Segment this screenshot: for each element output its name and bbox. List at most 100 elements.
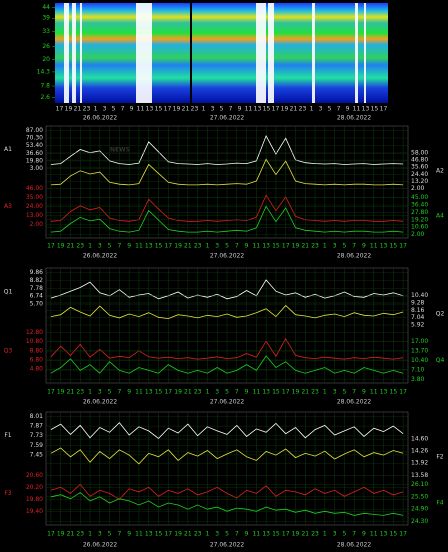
series-name: F3 — [4, 490, 11, 497]
spectrogram-y-label: 44 — [42, 4, 50, 11]
y-tick-label: 8.16 — [411, 307, 425, 314]
spectrogram-hour: 5 — [112, 106, 116, 113]
spectrogram-hour: 19 — [281, 106, 289, 113]
spectrogram-hour: 21 — [182, 106, 190, 113]
series-name: A3 — [4, 203, 12, 210]
hour-label: 17 — [282, 243, 290, 250]
hour-label: 1 — [206, 531, 210, 538]
y-tick-label: 8.80 — [30, 347, 44, 354]
hour-label: 7 — [117, 243, 121, 250]
spectrogram-gap — [190, 3, 192, 103]
hour-label: 21 — [184, 531, 192, 538]
hour-label: 23 — [311, 389, 319, 396]
spectrogram-hour: 11 — [353, 106, 361, 113]
y-tick-label: 20.20 — [26, 484, 43, 491]
spectrogram-hour: 17 — [272, 106, 280, 113]
y-tick-label: 8.82 — [30, 277, 44, 284]
hour-label: 9 — [127, 243, 131, 250]
hour-label: 19 — [292, 531, 300, 538]
hour-label: 9 — [127, 531, 131, 538]
series-name: A4 — [436, 213, 444, 220]
hour-label: 21 — [184, 243, 192, 250]
y-tick-label: 10.40 — [411, 292, 428, 299]
y-tick-label: 19.20 — [411, 216, 428, 223]
hour-label: 21 — [67, 531, 75, 538]
hour-label: 1 — [88, 389, 92, 396]
hour-label: 3 — [215, 531, 219, 538]
hour-label: 3 — [98, 531, 102, 538]
hour-label: 11 — [253, 389, 261, 396]
hour-label: 5 — [342, 389, 346, 396]
y-tick-label: 7.45 — [30, 451, 44, 458]
hour-label: 11 — [135, 243, 143, 250]
spectrogram-date: 26.06.2022 — [83, 115, 118, 122]
date-label: 26.06.2022 — [83, 253, 118, 260]
y-tick-label: 8.01 — [30, 413, 44, 420]
spectrogram-hour: 19 — [173, 106, 181, 113]
hour-label: 5 — [108, 531, 112, 538]
hour-label: 9 — [245, 243, 249, 250]
y-tick-label: 13.70 — [411, 348, 428, 355]
series-name: Q4 — [436, 357, 445, 364]
hour-label: 23 — [194, 531, 202, 538]
spectrogram-hour: 15 — [371, 106, 379, 113]
hour-label: 11 — [370, 531, 378, 538]
hour-label: 1 — [88, 531, 92, 538]
spectrogram — [55, 3, 388, 103]
y-tick-label: 46.00 — [26, 185, 43, 192]
y-tick-label: 87.00 — [26, 127, 43, 134]
spectrogram-hour: 9 — [346, 106, 350, 113]
hour-label: 5 — [108, 389, 112, 396]
y-tick-label: 70.30 — [26, 135, 43, 142]
hour-label: 17 — [282, 531, 290, 538]
hour-label: 15 — [272, 243, 280, 250]
hour-label: 17 — [282, 389, 290, 396]
series-line — [50, 447, 404, 465]
hour-label: 23 — [194, 243, 202, 250]
y-tick-label: 35.00 — [26, 194, 43, 201]
hour-label: 17 — [399, 243, 407, 250]
hour-label: 9 — [245, 531, 249, 538]
hour-label: 15 — [155, 389, 163, 396]
hour-label: 15 — [390, 531, 398, 538]
hour-label: 17 — [164, 243, 172, 250]
hour-label: 7 — [352, 531, 356, 538]
series-line — [50, 304, 404, 320]
y-tick-label: 26.10 — [411, 481, 428, 488]
y-tick-label: 7.59 — [30, 442, 44, 449]
spectrogram-hour: 7 — [121, 106, 125, 113]
series-name: F1 — [4, 432, 11, 439]
hour-label: 21 — [184, 389, 192, 396]
series-name: Q3 — [4, 347, 13, 354]
hour-label: 13 — [380, 531, 388, 538]
hour-label: 11 — [135, 389, 143, 396]
hour-label: 17 — [399, 389, 407, 396]
hour-label: 13 — [262, 531, 270, 538]
y-tick-label: 24.00 — [26, 203, 43, 210]
hour-label: 17 — [399, 531, 407, 538]
hour-label: 11 — [370, 243, 378, 250]
hour-label: 15 — [155, 531, 163, 538]
y-tick-label: 7.73 — [30, 432, 44, 439]
hour-label: 19 — [174, 531, 182, 538]
date-label: 28.06.2022 — [337, 542, 372, 549]
y-tick-label: 19.80 — [26, 157, 43, 164]
hour-label: 13 — [262, 389, 270, 396]
spectrogram-hour: 15 — [155, 106, 163, 113]
spectrogram-hour: 1 — [94, 106, 98, 113]
y-tick-label: 5.92 — [411, 322, 425, 329]
hour-label: 13 — [380, 243, 388, 250]
hour-label: 13 — [145, 389, 153, 396]
hour-label: 1 — [206, 389, 210, 396]
hour-label: 5 — [342, 243, 346, 250]
series-line — [50, 134, 404, 165]
spectrogram-hour: 3 — [103, 106, 107, 113]
hour-label: 19 — [57, 531, 65, 538]
hour-label: 1 — [88, 243, 92, 250]
spectrogram-hour: 19 — [65, 106, 73, 113]
y-tick-label: 5.70 — [30, 301, 44, 308]
hour-label: 3 — [215, 243, 219, 250]
y-tick-label: 14.26 — [411, 448, 428, 455]
hour-label: 21 — [301, 389, 309, 396]
hour-label: 1 — [323, 389, 327, 396]
